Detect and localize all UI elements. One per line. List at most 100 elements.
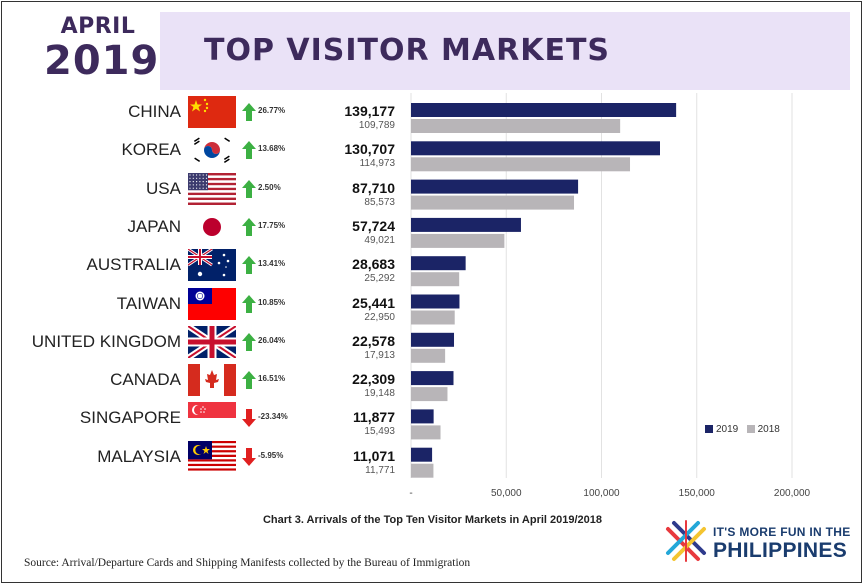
country-label: KOREA xyxy=(121,140,181,160)
australia-flag-icon xyxy=(188,249,236,282)
bar-2019 xyxy=(411,256,466,271)
value-2018: 19,148 xyxy=(364,388,395,400)
legend-label-2019: 2019 xyxy=(716,424,739,435)
value-2019: 57,724 xyxy=(352,217,395,234)
canada-flag-icon xyxy=(188,364,236,397)
bar-2019 xyxy=(411,103,677,117)
value-2018: 15,493 xyxy=(364,426,395,438)
country-label: CANADA xyxy=(110,370,181,390)
bar-2018 xyxy=(411,425,441,440)
value-2019: 22,309 xyxy=(352,371,395,388)
value-2018: 25,292 xyxy=(364,273,395,285)
usa-flag-icon xyxy=(188,172,236,205)
change-percent: 13.68% xyxy=(258,144,286,154)
change-percent: 26.04% xyxy=(258,335,286,345)
arrow-up-icon xyxy=(242,103,256,121)
legend-swatch-2018 xyxy=(746,425,755,434)
value-2019: 130,707 xyxy=(344,141,395,158)
change-percent: 17.75% xyxy=(258,220,286,230)
china-flag-icon xyxy=(188,96,236,128)
bar-2019 xyxy=(411,447,433,462)
brand-tagline: IT'S MORE FUN IN THE xyxy=(713,525,851,539)
arrow-down-icon xyxy=(242,409,256,428)
x-tick-label: 100,000 xyxy=(583,488,620,499)
value-2019: 28,683 xyxy=(352,256,395,273)
malaysia-flag-icon xyxy=(188,440,236,473)
country-label: TAIWAN xyxy=(116,293,181,313)
change-percent: 13.41% xyxy=(258,259,286,269)
value-2019: 22,578 xyxy=(352,332,395,349)
arrow-down-icon xyxy=(242,447,256,466)
korea-flag-icon xyxy=(188,134,236,167)
bar-2018 xyxy=(411,463,434,478)
change-percent: 26.77% xyxy=(258,106,286,115)
country-label: AUSTRALIA xyxy=(86,255,181,275)
bar-2019 xyxy=(411,179,579,194)
bar-2019 xyxy=(411,294,460,309)
bar-2018 xyxy=(411,233,505,248)
bar-2018 xyxy=(411,387,448,402)
value-2018: 109,789 xyxy=(358,120,395,131)
value-2018: 11,771 xyxy=(365,464,395,476)
x-tick-label: - xyxy=(409,488,413,499)
legend-label-2018: 2018 xyxy=(757,424,780,435)
bar-2018 xyxy=(411,348,446,363)
taiwan-flag-icon xyxy=(188,287,236,320)
legend-swatch-2019 xyxy=(705,425,713,434)
arrow-up-icon xyxy=(242,332,256,351)
value-2019: 11,071 xyxy=(352,447,395,464)
change-percent: 10.85% xyxy=(258,297,286,307)
bar-2018 xyxy=(411,272,460,287)
change-percent: 16.51% xyxy=(258,374,286,384)
title-banner xyxy=(160,12,850,90)
value-2018: 49,021 xyxy=(364,234,395,246)
country-label: JAPAN xyxy=(127,216,181,236)
value-2019: 139,177 xyxy=(344,103,395,119)
arrow-up-icon xyxy=(242,256,256,275)
singapore-flag-icon xyxy=(188,402,236,435)
bar-2019 xyxy=(411,332,455,347)
uk-flag-icon xyxy=(188,325,236,358)
country-label: SINGAPORE xyxy=(79,408,181,428)
value-2018: 114,973 xyxy=(359,158,395,170)
bar-2018 xyxy=(411,119,621,133)
arrow-up-icon xyxy=(242,371,256,390)
country-label: CHINA xyxy=(128,102,181,121)
country-label: MALAYSIA xyxy=(97,446,181,466)
date-month: APRIL xyxy=(60,14,136,39)
change-percent: 2.50% xyxy=(258,182,281,192)
date-year: 2019 xyxy=(44,38,160,84)
bar-2019 xyxy=(411,409,434,424)
bar-2018 xyxy=(411,310,455,325)
arrow-up-icon xyxy=(242,294,256,313)
value-2018: 22,950 xyxy=(364,311,395,323)
chart-legend: 2019 2018 xyxy=(705,424,780,435)
chart-caption: Chart 3. Arrivals of the Top Ten Visitor… xyxy=(262,514,603,526)
japan-flag-icon xyxy=(188,210,236,243)
bar-2019 xyxy=(411,371,454,386)
x-tick-label: 200,000 xyxy=(773,488,811,499)
brand-name: PHILIPPINES xyxy=(713,539,847,562)
arrow-up-icon xyxy=(242,141,256,160)
bar-2018 xyxy=(411,157,631,172)
value-2019: 11,877 xyxy=(352,409,395,426)
change-percent: -23.34% xyxy=(258,412,288,422)
x-tick-label: 150,000 xyxy=(678,488,715,499)
country-label: UNITED KINGDOM xyxy=(31,331,181,351)
change-percent: -5.95% xyxy=(258,450,284,460)
bar-2018 xyxy=(411,195,575,210)
chart-title: TOP VISITOR MARKETS xyxy=(204,33,611,68)
arrow-up-icon xyxy=(242,179,256,198)
source-note: Source: Arrival/Departure Cards and Ship… xyxy=(24,557,471,569)
arrow-up-icon xyxy=(242,217,256,236)
value-2018: 85,573 xyxy=(364,196,395,208)
bar-2019 xyxy=(411,141,660,156)
philippines-logo-icon xyxy=(666,520,706,562)
x-tick-label: 50,000 xyxy=(490,488,522,499)
value-2019: 25,441 xyxy=(352,294,395,311)
country-label: USA xyxy=(146,178,181,198)
value-2019: 87,710 xyxy=(352,179,395,196)
bar-2019 xyxy=(411,217,521,232)
